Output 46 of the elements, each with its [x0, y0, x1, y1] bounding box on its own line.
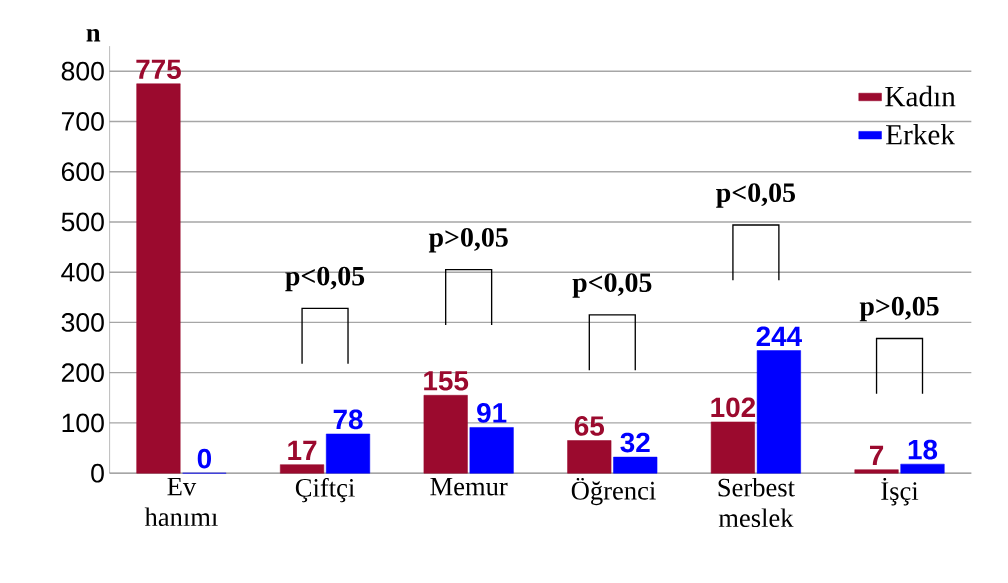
bar [710, 421, 755, 474]
data-label: 32 [620, 432, 650, 453]
bar [567, 440, 612, 474]
bar [900, 463, 945, 474]
y-tick-label: 400 [61, 262, 104, 282]
bar [854, 469, 899, 474]
x-tick-label: Öğrenci [571, 477, 656, 506]
y-tick-label: 800 [61, 61, 104, 81]
x-tick-label: Ev hanımı [144, 477, 218, 527]
y-tick-label: 0 [91, 463, 104, 483]
y-tick-label: 600 [61, 162, 104, 182]
y-tick-label: 700 [61, 112, 104, 131]
data-label: 17 [288, 440, 317, 461]
data-label: 155 [424, 371, 469, 391]
y-tick-label: 100 [62, 413, 104, 433]
y-axis-title: n [86, 28, 101, 42]
x-tick-label: Çiftçi [295, 477, 355, 503]
data-label: 78 [333, 409, 363, 430]
data-label: 91 [477, 403, 507, 423]
y-tick-label: 200 [61, 363, 104, 383]
annotation: p>0,05 [428, 228, 508, 253]
x-tick-label: İşçi [881, 477, 919, 506]
data-label: 0 [197, 448, 212, 469]
bar [325, 433, 371, 474]
legend-label: Kadın [885, 85, 956, 107]
annotation: p<0,05 [285, 266, 365, 292]
data-label: 244 [756, 326, 802, 346]
annotation: p>0,05 [859, 296, 939, 322]
data-label: 775 [136, 59, 181, 80]
legend-label: Erkek [886, 124, 956, 145]
bar [136, 83, 181, 474]
annotation: p<0,05 [572, 273, 652, 298]
x-tick-label: Serbest meslek [718, 477, 795, 528]
bar [469, 427, 514, 474]
data-label: 18 [908, 439, 938, 460]
bar [423, 395, 468, 474]
data-label: 102 [711, 397, 756, 418]
bar [756, 350, 801, 474]
annotation: p<0,05 [716, 183, 795, 208]
data-label: 65 [574, 416, 605, 436]
bar [613, 456, 658, 474]
y-tick-label: 500 [61, 212, 104, 232]
x-tick-label: Memur [430, 477, 508, 496]
bar [280, 464, 325, 474]
data-label: 7 [870, 445, 884, 466]
y-tick-label: 300 [61, 313, 104, 332]
